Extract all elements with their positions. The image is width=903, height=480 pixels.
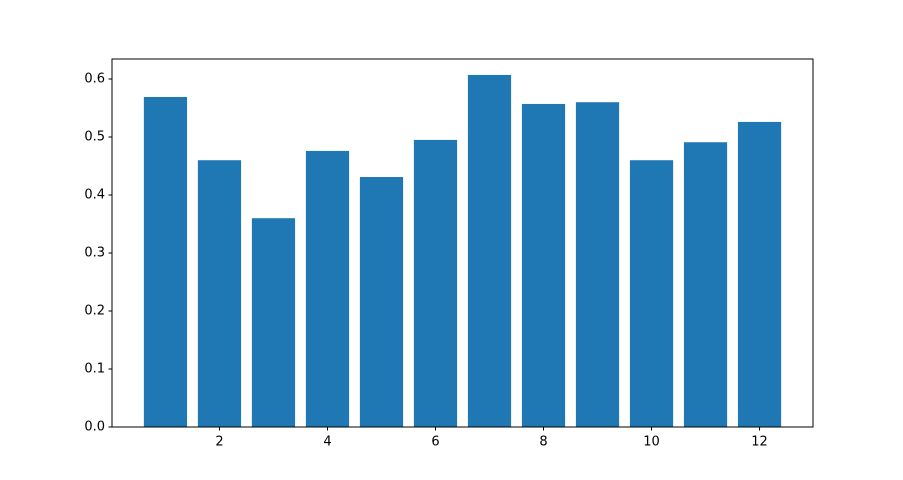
x-tick-label: 4: [323, 435, 331, 450]
bar: [413, 139, 458, 427]
y-tick-label: 0.6: [84, 72, 105, 87]
bar: [251, 218, 296, 427]
bar: [575, 102, 620, 427]
bar: [629, 160, 674, 427]
y-tick-label: 0.5: [84, 130, 105, 145]
bar: [683, 142, 728, 428]
y-tick-label: 0.4: [84, 188, 105, 203]
y-tick-label: 0.2: [84, 304, 105, 319]
bar: [305, 150, 350, 428]
x-tick-label: 12: [751, 435, 768, 450]
bar: [521, 103, 566, 427]
y-tick-label: 0.3: [84, 246, 105, 261]
bar: [359, 177, 404, 427]
bar: [143, 96, 188, 428]
x-tick-label: 10: [643, 435, 660, 450]
bar: [737, 121, 782, 428]
y-tick-label: 0.0: [84, 420, 105, 435]
y-tick-label: 0.1: [84, 362, 105, 377]
plot-frame: [111, 58, 814, 428]
bar: [197, 160, 242, 427]
x-tick-label: 8: [539, 435, 547, 450]
x-tick-label: 2: [215, 435, 223, 450]
bar: [467, 74, 512, 427]
x-tick-label: 6: [431, 435, 439, 450]
